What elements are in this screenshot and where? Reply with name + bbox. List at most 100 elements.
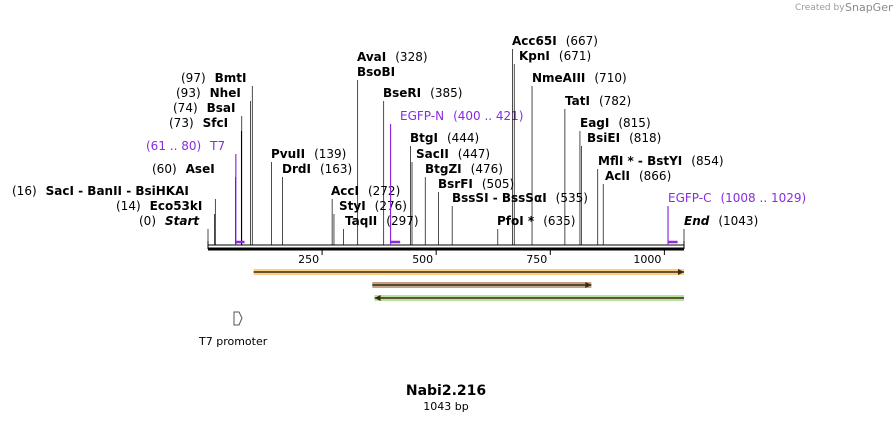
map-title: Nabi2.216 bbox=[406, 383, 486, 399]
site-name: BsoBI bbox=[357, 65, 395, 79]
site-position: (0) bbox=[139, 214, 156, 228]
site-name: SacI - BanII - BsiHKAI bbox=[46, 184, 189, 198]
site-name: BsaI bbox=[207, 101, 236, 115]
site-position: (667) bbox=[566, 34, 598, 48]
feature-orf-orange bbox=[253, 269, 685, 275]
site-name: Eco53kI bbox=[150, 199, 203, 213]
site-position: (710) bbox=[594, 71, 626, 85]
site-position: (60) bbox=[152, 162, 177, 176]
promoter-label: T7 promoter bbox=[198, 335, 268, 348]
site-name: StyI bbox=[339, 199, 366, 213]
site-position: (93) bbox=[176, 86, 201, 100]
site-name: BtgZI bbox=[425, 162, 462, 176]
site-name: BssSI - BssSαI bbox=[452, 191, 547, 205]
site-btgzi: BtgZI (476) bbox=[424, 162, 503, 245]
site-bsiei: BsiEI (818) bbox=[580, 131, 661, 245]
site-position: (61 .. 80) bbox=[146, 139, 201, 153]
site-position: (1008 .. 1029) bbox=[720, 191, 806, 205]
site-bmti: (97) BmtI bbox=[181, 71, 253, 245]
site-bsai: (74) BsaI bbox=[173, 101, 243, 245]
site-name: BmtI bbox=[215, 71, 247, 85]
site-position: (447) bbox=[458, 147, 490, 161]
site-position: (328) bbox=[395, 50, 427, 64]
site-end: End (1043) bbox=[683, 214, 758, 245]
site-position: (535) bbox=[556, 191, 588, 205]
site-name: DrdI bbox=[282, 162, 311, 176]
site-name: NmeAIII bbox=[532, 71, 585, 85]
site-position: (1043) bbox=[718, 214, 758, 228]
site-egfp-n: EGFP-N (400 .. 421) bbox=[389, 109, 524, 245]
site-start: (0) Start bbox=[139, 214, 209, 245]
site-name: SacII bbox=[416, 147, 449, 161]
feature-orf-brown bbox=[372, 282, 592, 288]
site-name: EagI bbox=[580, 116, 609, 130]
site-nmeaiii: NmeAIII (710) bbox=[531, 71, 627, 245]
site-name: Start bbox=[165, 214, 200, 228]
site-position: (444) bbox=[447, 131, 479, 145]
site-taqii: TaqII (297) bbox=[343, 214, 419, 245]
site-sfci: (73) SfcI bbox=[169, 116, 242, 245]
site-position: (854) bbox=[691, 154, 723, 168]
site-eco53ki: (14) Eco53kI bbox=[116, 199, 215, 245]
site-mfli: MflI * - BstYI (854) bbox=[597, 154, 724, 245]
site-position: (97) bbox=[181, 71, 206, 85]
site-position: (385) bbox=[430, 86, 462, 100]
site-pfoi: PfoI * (635) bbox=[497, 214, 575, 245]
site-position: (635) bbox=[543, 214, 575, 228]
site-position: (505) bbox=[482, 177, 514, 191]
t7-promoter-feature: T7 promoter bbox=[198, 311, 268, 348]
site-name: Acc65I bbox=[512, 34, 557, 48]
site-name: End bbox=[684, 214, 710, 228]
site-avai: AvaI (328) bbox=[357, 50, 428, 64]
site-tati: TatI (782) bbox=[564, 94, 631, 245]
site-name: T7 bbox=[209, 139, 225, 153]
site-position: (476) bbox=[471, 162, 503, 176]
site-position: (73) bbox=[169, 116, 194, 130]
site-eagi: EagI (815) bbox=[579, 116, 651, 245]
watermark-brand: SnapGene bbox=[845, 1, 893, 14]
site-name: PfoI * bbox=[497, 214, 535, 228]
site-acci: AccI (272) bbox=[331, 184, 400, 245]
site-name: BseRI bbox=[383, 86, 421, 100]
scale-tick-label: 1000 bbox=[633, 253, 661, 266]
site-position: (272) bbox=[368, 184, 400, 198]
site-name: PvuII bbox=[271, 147, 305, 161]
site-name: BtgI bbox=[410, 131, 438, 145]
site-position: (74) bbox=[173, 101, 198, 115]
site-kpni: KpnI (671) bbox=[513, 49, 591, 245]
backbone bbox=[207, 241, 685, 251]
feature-arrowhead-icon bbox=[585, 282, 592, 288]
enzyme-sites: (16) SacI - BanII - BsiHKAI(14) Eco53kI(0)… bbox=[12, 34, 806, 245]
site-name: SfcI bbox=[203, 116, 228, 130]
site-bsobi: BsoBI bbox=[357, 65, 395, 245]
site-position: (16) bbox=[12, 184, 37, 198]
site-egfp-c: EGFP-C (1008 .. 1029) bbox=[667, 191, 806, 245]
site-sacI-group: (16) SacI - BanII - BsiHKAI bbox=[12, 184, 216, 245]
site-name: AseI bbox=[186, 162, 215, 176]
site-drdi: DrdI (163) bbox=[282, 162, 352, 245]
site-btgi: BtgI (444) bbox=[410, 131, 479, 245]
site-acc65i: Acc65I (667) bbox=[512, 34, 598, 245]
site-position: (815) bbox=[618, 116, 650, 130]
site-sacii: SacII (447) bbox=[411, 147, 490, 245]
site-nhei: (93) NheI bbox=[176, 86, 251, 245]
scale-tick-label: 750 bbox=[526, 253, 547, 266]
site-name: AclI bbox=[605, 169, 630, 183]
site-name: BsrFI bbox=[438, 177, 473, 191]
site-name: MflI * - BstYI bbox=[598, 154, 682, 168]
site-styi: StyI (276) bbox=[333, 199, 407, 245]
site-position: (671) bbox=[559, 49, 591, 63]
scale-tick-label: 500 bbox=[412, 253, 433, 266]
site-name: AccI bbox=[331, 184, 359, 198]
feature-arrowhead-icon bbox=[678, 269, 684, 275]
scale-ticks: 250 500 750 1000 bbox=[298, 250, 665, 266]
site-bsrfi: BsrFI (505) bbox=[438, 177, 514, 245]
site-name: KpnI bbox=[519, 49, 550, 63]
site-name: TaqII bbox=[345, 214, 377, 228]
site-position: (818) bbox=[629, 131, 661, 145]
feature-arrows bbox=[253, 269, 685, 301]
map-length: 1043 bp bbox=[423, 400, 468, 413]
watermark-created-by: Created by bbox=[795, 3, 845, 13]
feature-arrowhead-icon bbox=[374, 295, 381, 301]
